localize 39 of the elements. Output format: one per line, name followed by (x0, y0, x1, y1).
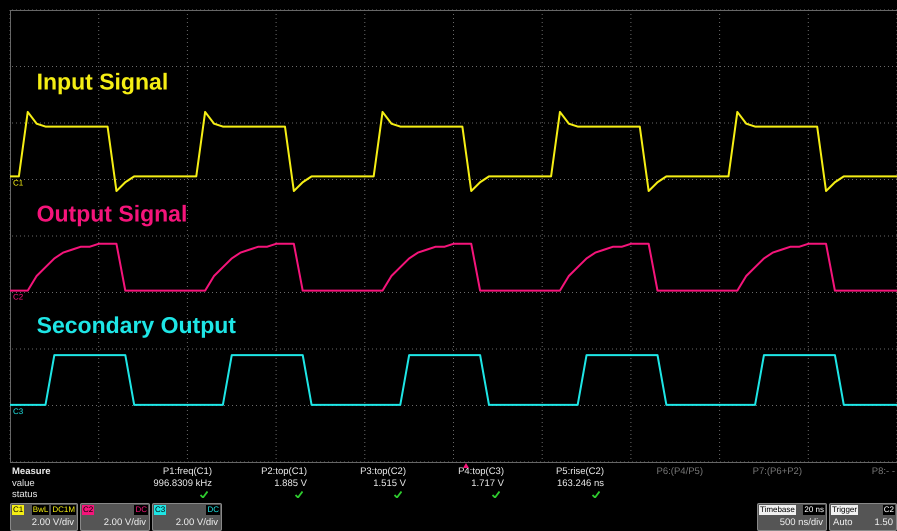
series-label: Input Signal (36, 68, 168, 95)
text: 1.717 V (471, 478, 504, 489)
text: P2:top(C1) (261, 466, 307, 477)
text: Measure (12, 466, 51, 477)
annotation: C2 (13, 292, 24, 302)
text: value (12, 478, 35, 489)
text: P4:top(C3) (458, 466, 504, 477)
text: P5:rise(C2) (556, 466, 604, 477)
series-label: Secondary Output (36, 312, 236, 338)
text: 163.246 ns (556, 478, 604, 489)
text: P8:- - (872, 466, 895, 477)
text: 20 ns (803, 505, 825, 515)
text: 1.515 V (373, 478, 406, 489)
text: P6:(P4/P5) (656, 466, 703, 477)
text: C3 (154, 505, 166, 515)
text: C2 (82, 505, 94, 515)
text: P1:freq(C1) (162, 466, 212, 477)
text: Auto (833, 517, 853, 528)
text: 1.885 V (274, 478, 307, 489)
text: DC1M (51, 505, 76, 515)
text: status (12, 489, 38, 500)
text: 1.50 (874, 517, 893, 528)
text: 500 ns/div (780, 517, 823, 528)
text: 2.00 V/div (104, 517, 146, 528)
text: C3 (13, 406, 24, 416)
text: DC (206, 505, 220, 515)
text: BwL (32, 505, 50, 515)
text: 996.8309 kHz (153, 478, 212, 489)
text: P7:(P6+P2) (752, 466, 802, 477)
text: Trigger (831, 505, 858, 515)
annotation: C1 (13, 178, 24, 188)
text: P3:top(C2) (360, 466, 406, 477)
text: DC (134, 505, 148, 515)
text: C1 (12, 505, 24, 515)
text: C2 (882, 505, 895, 515)
text: 2.00 V/div (32, 517, 74, 528)
text: Timebase (759, 505, 796, 515)
text: 2.00 V/div (176, 517, 218, 528)
series-label: Output Signal (36, 200, 188, 226)
